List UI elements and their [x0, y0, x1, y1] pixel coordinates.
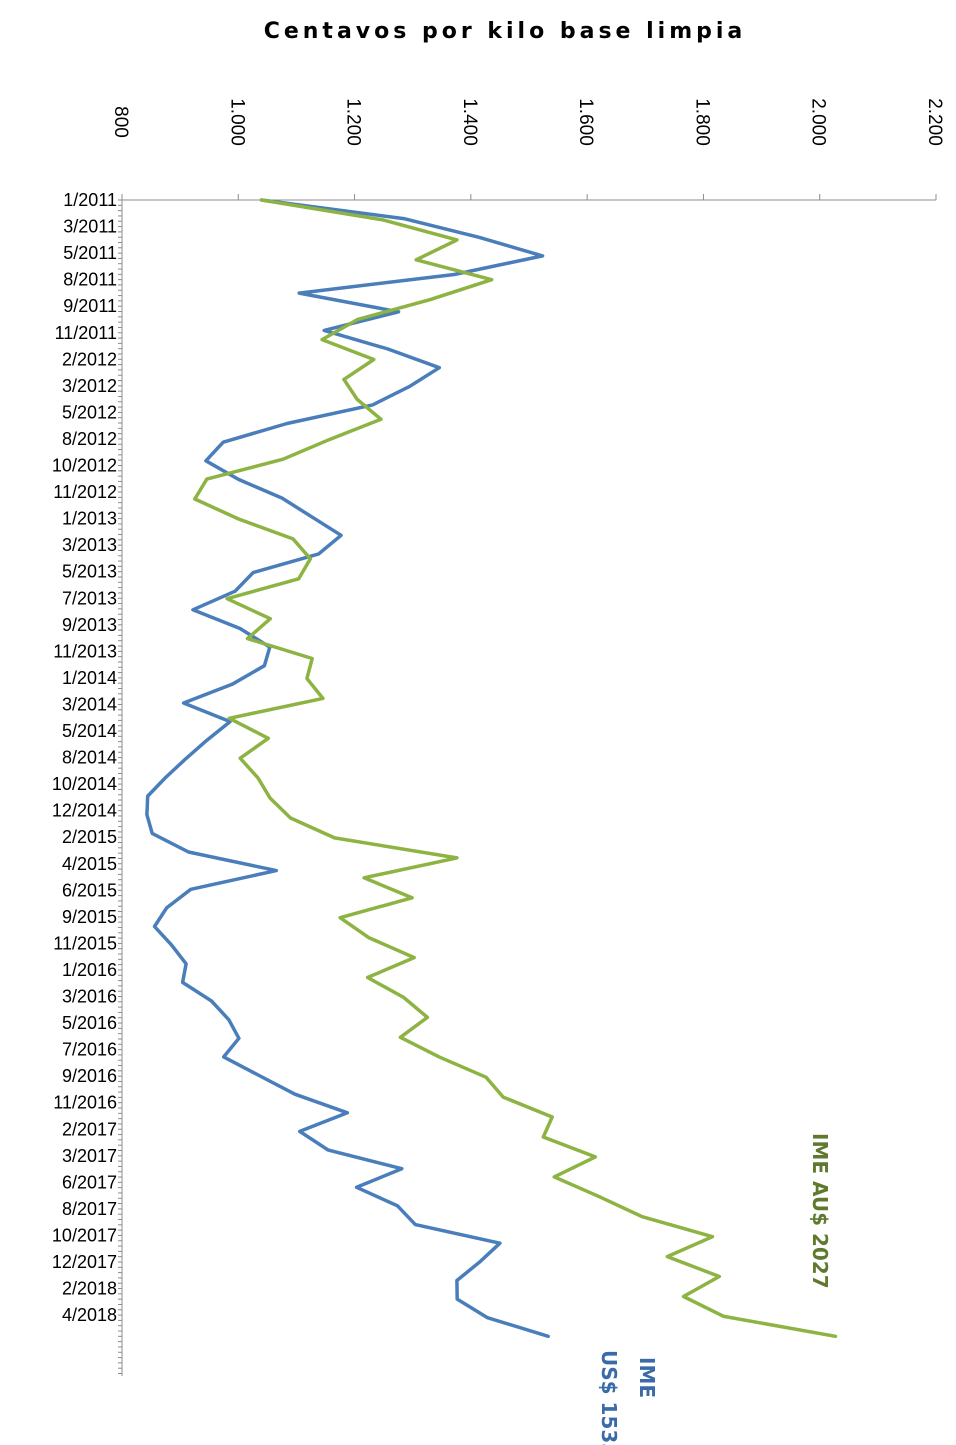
- date-tick-label: 12/2014: [52, 801, 117, 821]
- date-tick-label: 7/2016: [62, 1040, 117, 1060]
- value-tick-label: 1.200: [343, 98, 364, 146]
- date-tick-label: 11/2015: [53, 933, 117, 953]
- date-tick-label: 9/2013: [62, 615, 117, 635]
- series-label-ime-usd-line1: IME: [635, 1357, 659, 1398]
- date-tick-label: 11/2012: [53, 482, 117, 502]
- date-tick-label: 5/2011: [63, 243, 117, 263]
- date-tick-label: 3/2016: [62, 987, 117, 1007]
- date-tick-label: 4/2015: [62, 854, 117, 874]
- chart-title: Centavos por kilo base limpia: [264, 19, 747, 44]
- date-tick-label: 4/2018: [62, 1305, 117, 1325]
- date-tick-label: 1/2016: [62, 960, 117, 980]
- date-tick-label: 8/2017: [62, 1199, 117, 1219]
- series-line-ime-aud: [193, 198, 838, 1339]
- date-tick-label: 7/2013: [62, 588, 117, 608]
- value-tick-label: 2.200: [924, 98, 945, 146]
- series-line-ime-usd: [145, 198, 550, 1339]
- value-tick-labels: 800 1.000 1.200 1.400 1.600 1.800 2.000 2.200: [110, 98, 945, 146]
- date-tick-label: 1/2013: [62, 509, 117, 529]
- date-tick-label: 3/2011: [63, 217, 117, 237]
- date-tick-label: 1/2011: [63, 190, 117, 210]
- date-tick-label: 5/2014: [62, 721, 117, 741]
- date-tick-label: 11/2013: [53, 641, 117, 661]
- date-tick-label: 2/2018: [62, 1279, 117, 1299]
- date-tick-label: 8/2014: [62, 748, 117, 768]
- date-tick-label: 3/2012: [62, 376, 117, 396]
- value-tick-label: 2.000: [808, 98, 829, 146]
- value-tick-label: 1.000: [226, 98, 247, 146]
- date-tick-label: 2/2012: [62, 349, 117, 369]
- date-tick-labels: 1/2011 3/2011 5/2011 8/2011 9/2011 11/2011 2/2…: [52, 190, 117, 1325]
- series-lines: [145, 198, 838, 1339]
- date-tick-label: 10/2012: [52, 456, 117, 476]
- date-tick-label: 1/2014: [62, 668, 117, 688]
- series-label-ime-aud: IME AU$ 2027: [808, 1133, 832, 1289]
- value-tick-label: 1.800: [691, 98, 712, 146]
- date-tick-label: 8/2011: [63, 270, 117, 290]
- axes-layer: [118, 194, 937, 1376]
- date-tick-label: 3/2017: [62, 1146, 117, 1166]
- date-tick-label: 5/2016: [62, 1013, 117, 1033]
- value-tick-label: 800: [110, 106, 131, 138]
- date-tick-label: 6/2017: [62, 1172, 117, 1192]
- series-label-ime-usd-line2: US$ 1533: [597, 1350, 621, 1445]
- date-tick-label: 12/2017: [52, 1252, 117, 1272]
- date-tick-label: 5/2012: [62, 402, 117, 422]
- series-labels: IME AU$ 2027 IME US$ 1533: [597, 1133, 832, 1445]
- value-tick-label: 1.600: [575, 98, 596, 146]
- value-tick-label: 1.400: [459, 98, 480, 146]
- date-tick-label: 2/2015: [62, 827, 117, 847]
- date-tick-label: 10/2017: [52, 1225, 117, 1245]
- date-tick-label: 9/2011: [63, 296, 117, 316]
- date-tick-label: 3/2014: [62, 694, 117, 714]
- date-tick-label: 11/2011: [55, 323, 117, 343]
- date-tick-label: 5/2013: [62, 562, 117, 582]
- date-tick-label: 2/2017: [62, 1119, 117, 1139]
- date-tick-label: 11/2016: [53, 1093, 117, 1113]
- date-tick-label: 9/2016: [62, 1066, 117, 1086]
- date-tick-label: 10/2014: [52, 774, 117, 794]
- date-tick-label: 9/2015: [62, 907, 117, 927]
- date-tick-label: 8/2012: [62, 429, 117, 449]
- date-tick-label: 3/2013: [62, 535, 117, 555]
- date-tick-label: 6/2015: [62, 880, 117, 900]
